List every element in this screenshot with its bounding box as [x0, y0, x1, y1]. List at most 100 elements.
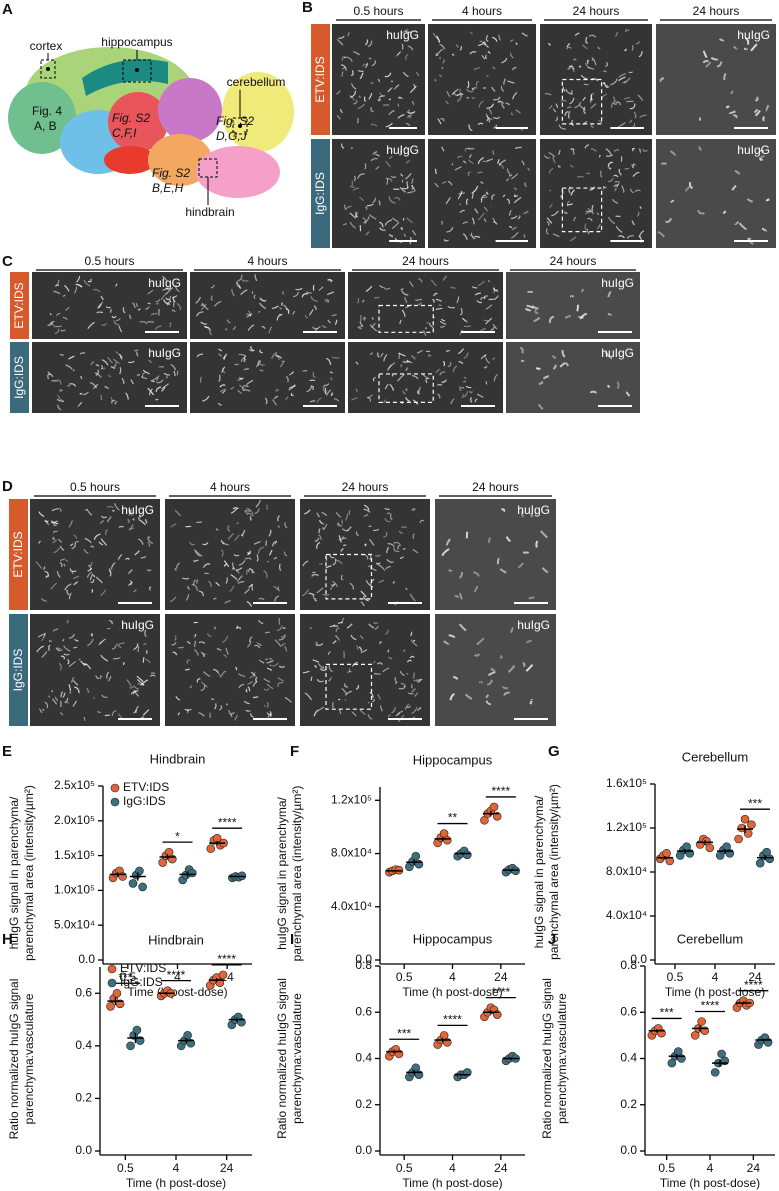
vessel — [53, 547, 60, 554]
vessel — [330, 371, 333, 374]
vessel — [471, 192, 474, 199]
vessel — [218, 353, 222, 357]
vessel — [369, 539, 375, 546]
vessel — [223, 560, 230, 568]
micrograph — [656, 24, 776, 135]
vessel — [511, 226, 517, 231]
vessel — [367, 40, 373, 48]
vessel — [271, 399, 278, 406]
vessel — [219, 388, 227, 393]
vessel — [316, 541, 321, 549]
row-label: IgG:IDS — [11, 649, 25, 692]
vessel — [480, 194, 487, 200]
vessel — [196, 353, 204, 358]
vessel — [349, 212, 357, 219]
vessel — [191, 583, 198, 592]
vessel — [607, 290, 612, 298]
y-tick-label: 1.0x10⁵ — [54, 883, 95, 897]
row-label: ETV:IDS — [11, 531, 25, 577]
vessel — [150, 380, 155, 383]
vessel — [248, 583, 254, 588]
vessel — [499, 655, 503, 660]
vessel — [113, 358, 121, 365]
vessel — [570, 189, 575, 196]
vessel — [355, 212, 359, 218]
vessel — [358, 646, 363, 652]
significance-label: **** — [217, 952, 236, 966]
panel-letter: E — [2, 743, 12, 760]
vessel — [67, 659, 70, 665]
vessel — [271, 305, 279, 309]
vessel — [92, 288, 101, 293]
vessel — [193, 640, 197, 648]
vessel — [199, 376, 202, 383]
vessel — [219, 384, 226, 388]
vessel — [461, 387, 465, 389]
vessel — [511, 173, 519, 180]
vessel — [259, 349, 263, 354]
vessel — [198, 712, 205, 717]
vessel — [128, 569, 133, 574]
vessel — [83, 279, 91, 287]
vessel — [746, 198, 753, 203]
x-axis-label: Time (h post-dose) — [402, 985, 502, 999]
vessel — [257, 310, 261, 313]
vessel — [80, 660, 88, 665]
vessel — [379, 641, 383, 645]
vessel — [100, 589, 107, 597]
vessel — [471, 87, 475, 91]
region-label: cortex — [30, 39, 63, 53]
vessel — [487, 679, 494, 686]
vessel — [400, 682, 406, 688]
vessel — [198, 641, 206, 644]
vessel — [259, 363, 266, 366]
vessel — [412, 507, 415, 511]
vessel — [621, 185, 625, 193]
hippocampus-region — [82, 59, 168, 96]
vessel — [163, 372, 170, 376]
vessel — [130, 379, 134, 385]
vessel — [412, 548, 419, 554]
row-label: IgG:IDS — [313, 172, 327, 215]
vessel — [195, 550, 203, 557]
vessel — [459, 592, 463, 600]
vessel — [133, 709, 138, 714]
vessel — [448, 634, 456, 639]
vessel — [364, 543, 367, 547]
vessel — [451, 53, 455, 56]
vessel — [520, 510, 525, 518]
vessel — [625, 29, 630, 33]
vessel — [368, 92, 373, 100]
micrograph-texture — [519, 346, 631, 410]
vessel — [171, 642, 177, 646]
vessel — [107, 356, 113, 364]
vessel — [383, 286, 391, 290]
vessel — [350, 634, 357, 641]
micrograph — [506, 342, 640, 413]
vessel — [224, 600, 232, 604]
vessel — [351, 70, 354, 77]
vessel — [342, 223, 348, 226]
vessel — [417, 678, 422, 683]
vessel — [40, 598, 47, 602]
vessel — [493, 373, 498, 382]
micrograph-texture — [341, 143, 417, 245]
vessel — [614, 181, 621, 183]
vessel — [126, 679, 132, 687]
vessel — [223, 654, 227, 658]
vessel — [186, 709, 190, 711]
vessel — [402, 217, 405, 221]
data-point — [705, 843, 715, 853]
vessel — [115, 643, 122, 649]
vessel — [353, 100, 358, 105]
data-point — [206, 844, 216, 853]
vessel — [410, 178, 414, 185]
vessel — [585, 36, 588, 44]
vessel — [341, 537, 347, 540]
vessel — [147, 289, 154, 295]
vessel — [445, 350, 450, 352]
vessel — [170, 523, 177, 528]
vessel — [521, 359, 525, 362]
vessel — [77, 284, 83, 288]
vessel — [202, 671, 211, 677]
